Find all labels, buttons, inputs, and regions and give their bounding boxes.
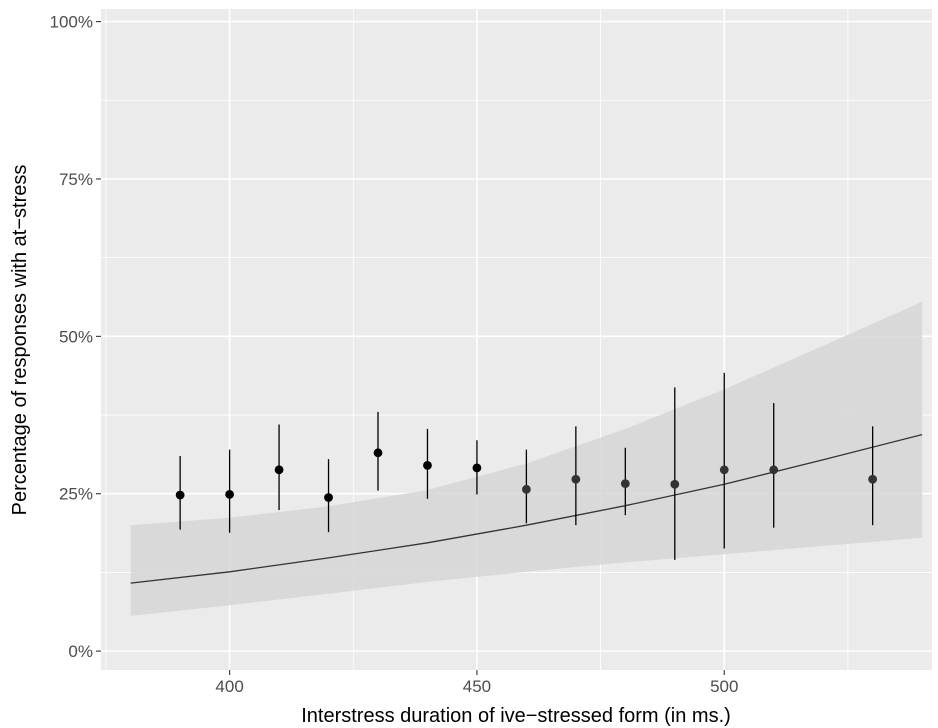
x-axis-ticks: 400 450 500 [215,670,738,696]
data-point [620,479,630,489]
data-point [274,465,284,475]
data-point [670,479,680,489]
y-tick-label: 0% [68,642,93,661]
data-point [175,490,185,500]
y-tick-label: 50% [59,327,93,346]
data-point [719,465,729,475]
y-axis-ticks: 0% 25% 50% 75% 100% [50,13,101,661]
x-tick-label: 450 [463,677,491,696]
fit-line [130,433,923,584]
fit-curve [130,433,923,584]
data-point [324,493,333,502]
y-tick-label: 75% [59,170,93,189]
data-point [868,474,878,484]
data-point [373,448,383,458]
data-points [175,448,878,502]
y-axis-title: Percentage of responses with at−stress [9,165,31,516]
data-point [521,484,531,494]
data-point [225,489,235,499]
data-point [769,465,779,475]
data-point [472,463,482,473]
data-point [423,461,432,470]
x-tick-label: 500 [710,677,738,696]
y-tick-label: 25% [59,485,93,504]
y-tick-label: 100% [50,13,93,32]
x-tick-label: 400 [215,677,243,696]
data-point [571,474,581,484]
x-axis-title: Interstress duration of ive−stressed for… [301,705,731,727]
